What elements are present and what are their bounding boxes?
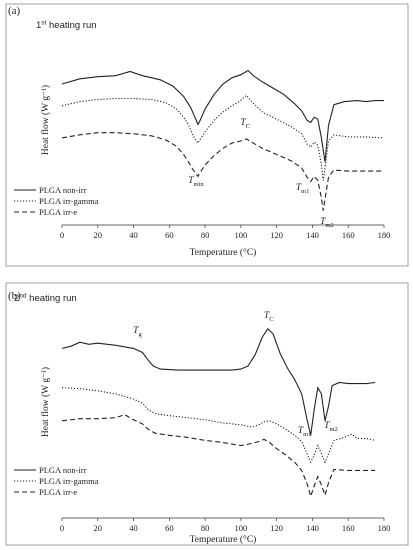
panel-frame bbox=[5, 3, 409, 267]
annotation-t-m2: Tm2 bbox=[324, 421, 338, 433]
x-tick-label: 60 bbox=[165, 230, 174, 240]
legend-entry: PLGA non-irr bbox=[39, 185, 87, 195]
annotation-t-m1: Tm1 bbox=[296, 183, 310, 195]
annotation-main: T bbox=[296, 183, 302, 193]
annotation-sub: m2 bbox=[325, 222, 333, 229]
x-tick-label: 40 bbox=[129, 230, 138, 240]
run-label-number: 2 bbox=[14, 293, 19, 304]
annotation-sub: m1 bbox=[303, 431, 311, 438]
annotation-main: T bbox=[240, 118, 246, 128]
annotation-t-m1: Tm1 bbox=[298, 426, 312, 438]
x-tick-label: 180 bbox=[378, 230, 391, 240]
annotation-main: T bbox=[188, 176, 194, 186]
series-line-plga-non-irr bbox=[61, 327, 376, 436]
run-label-ordinal: nd bbox=[19, 293, 27, 300]
series-line-plga-non-irr bbox=[61, 69, 384, 162]
annotation-t-m2: Tm2 bbox=[320, 217, 334, 229]
series-line-plga-irr-e bbox=[61, 413, 376, 499]
annotation-t-C: TC bbox=[264, 311, 274, 323]
annotation-sub: C bbox=[246, 123, 250, 130]
panel-frame bbox=[5, 282, 409, 546]
x-tick-label: 180 bbox=[378, 523, 391, 533]
x-axis-label: Temperature (°C) bbox=[190, 247, 257, 258]
x-tick-label: 80 bbox=[201, 230, 210, 240]
annotation-t-g: Tg bbox=[133, 326, 142, 338]
legend-entry: PLGA irr-gamma bbox=[39, 196, 99, 206]
series-line-plga-irr-gamma bbox=[61, 387, 376, 464]
run-label-ordinal: st bbox=[41, 20, 46, 27]
annotation-t-min: Tmin bbox=[188, 176, 204, 188]
x-tick-label: 140 bbox=[306, 230, 319, 240]
panel-label: (b) bbox=[8, 290, 21, 302]
run-label-number: 1 bbox=[36, 20, 41, 31]
annotation-sub: C bbox=[269, 316, 273, 323]
legend-entry: PLGA irr-gamma bbox=[39, 476, 99, 486]
x-tick-label: 80 bbox=[201, 523, 210, 533]
annotation-main: T bbox=[298, 426, 304, 436]
run-label: 1st heating run bbox=[36, 20, 97, 32]
series-line-plga-irr-e bbox=[61, 132, 384, 211]
run-label-text: heating run bbox=[27, 293, 77, 304]
x-tick-label: 40 bbox=[129, 523, 138, 533]
annotation-main: T bbox=[264, 311, 270, 321]
panel-label: (a) bbox=[8, 5, 21, 17]
x-tick-label: 160 bbox=[342, 230, 355, 240]
x-axis-label: Temperature (°C) bbox=[190, 534, 257, 545]
legend-entry: PLGA irr-e bbox=[39, 487, 78, 497]
x-tick-label: 0 bbox=[60, 523, 64, 533]
annotation-main: T bbox=[133, 326, 139, 336]
x-tick-label: 20 bbox=[94, 523, 103, 533]
x-tick-label: 120 bbox=[270, 523, 283, 533]
annotation-t-C: TC bbox=[240, 118, 250, 130]
x-tick-label: 140 bbox=[306, 523, 319, 533]
run-label: 2nd heating run bbox=[14, 293, 77, 305]
y-axis-label: Heat flow (W g⁻¹) bbox=[40, 85, 51, 155]
annotation-sub: m2 bbox=[329, 426, 337, 433]
run-label-text: heating run bbox=[46, 20, 96, 31]
annotation-sub: min bbox=[194, 181, 205, 188]
x-tick-label: 20 bbox=[94, 230, 103, 240]
x-tick-label: 100 bbox=[235, 523, 248, 533]
panel-a: (a) 1st heating run 0 20 40 60 80 100 120 140 160 1… bbox=[5, 3, 409, 267]
legend-entry: PLGA non-irr bbox=[39, 465, 87, 475]
x-tick-label: 0 bbox=[60, 230, 64, 240]
x-tick-label: 120 bbox=[270, 230, 283, 240]
annotation-main: T bbox=[320, 217, 326, 227]
panel-b: (b)2nd heating run 0 20 40 60 80 100 120 140 160 1… bbox=[5, 282, 409, 546]
y-axis-label: Heat flow (W g⁻¹) bbox=[40, 367, 51, 437]
x-tick-label: 160 bbox=[342, 523, 355, 533]
x-tick-label: 60 bbox=[165, 523, 174, 533]
legend-entry: PLGA irr-e bbox=[39, 207, 78, 217]
annotation-sub: m1 bbox=[301, 188, 309, 195]
annotation-sub: g bbox=[138, 331, 142, 338]
annotation-main: T bbox=[324, 421, 330, 431]
x-tick-label: 100 bbox=[235, 230, 248, 240]
series-line-plga-irr-gamma bbox=[61, 94, 385, 181]
